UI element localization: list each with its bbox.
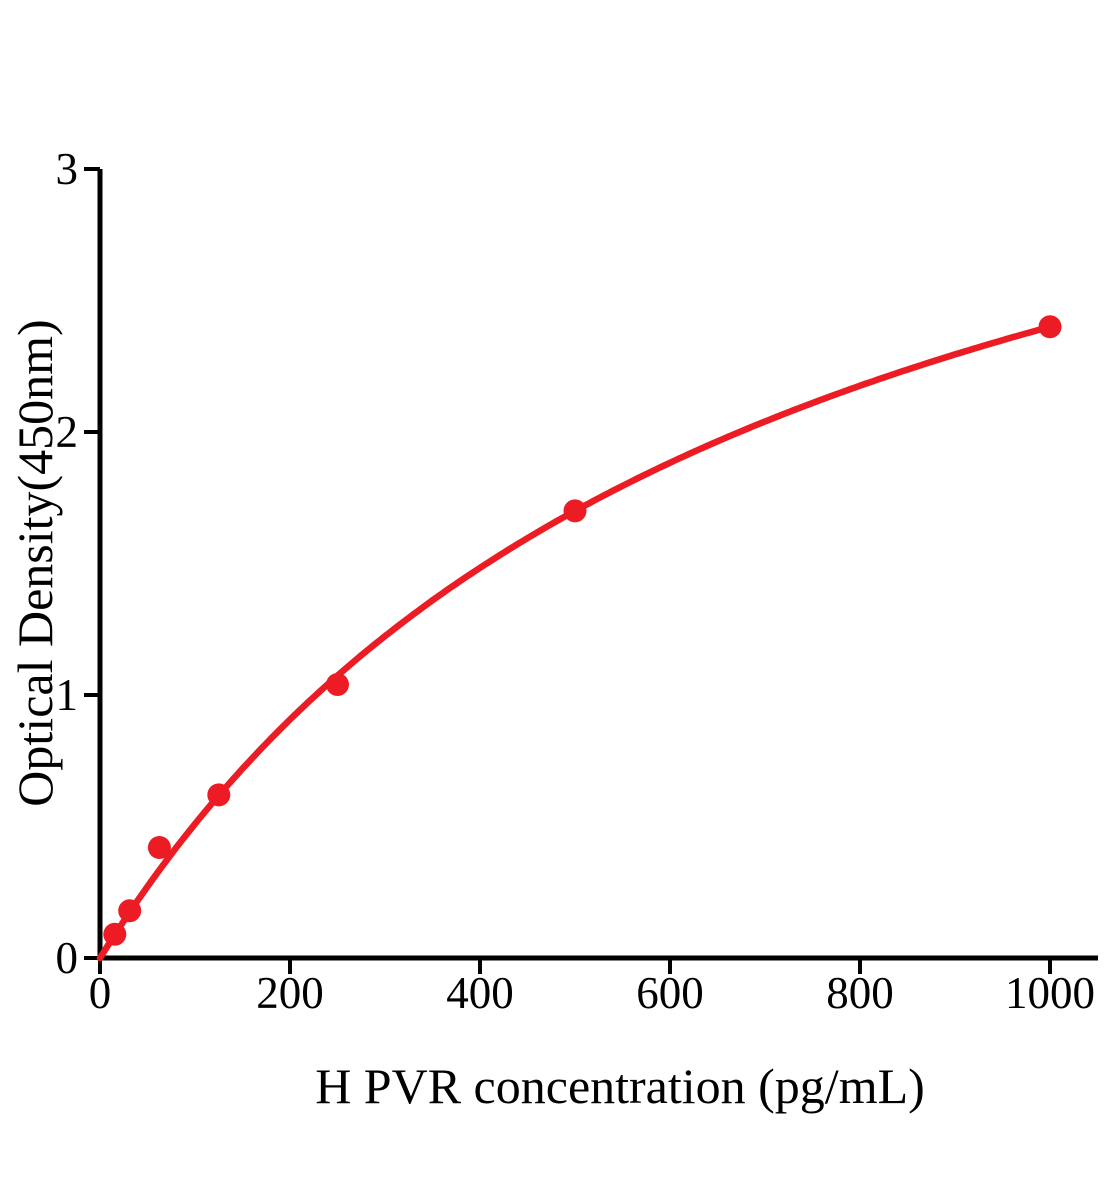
x-tick-label: 0 [89, 968, 112, 1018]
y-tick-label: 3 [56, 144, 79, 194]
y-axis-title: Optical Density(450nm) [7, 319, 63, 806]
data-point [207, 783, 231, 807]
x-tick-label: 400 [446, 968, 514, 1018]
x-tick-label: 800 [826, 968, 894, 1018]
data-point [103, 922, 127, 946]
x-tick-label: 200 [256, 968, 324, 1018]
data-point [563, 499, 587, 523]
y-axis: 0 1 2 3 [56, 144, 103, 983]
fit-curve-line [96, 323, 1054, 962]
y-tick-label: 0 [56, 933, 79, 983]
y-tick-label: 2 [56, 407, 79, 457]
x-tick-label: 1000 [1005, 968, 1095, 1018]
y-tick-label: 1 [56, 670, 79, 720]
data-point [118, 899, 142, 923]
data-point [326, 673, 349, 696]
data-point [147, 836, 171, 859]
x-tick-label: 600 [636, 968, 704, 1018]
data-point [1038, 315, 1062, 339]
x-axis-title: H PVR concentration (pg/mL) [315, 1058, 925, 1114]
x-axis: 0 200 400 600 800 1000 [89, 955, 1098, 1018]
data-points [103, 315, 1062, 946]
